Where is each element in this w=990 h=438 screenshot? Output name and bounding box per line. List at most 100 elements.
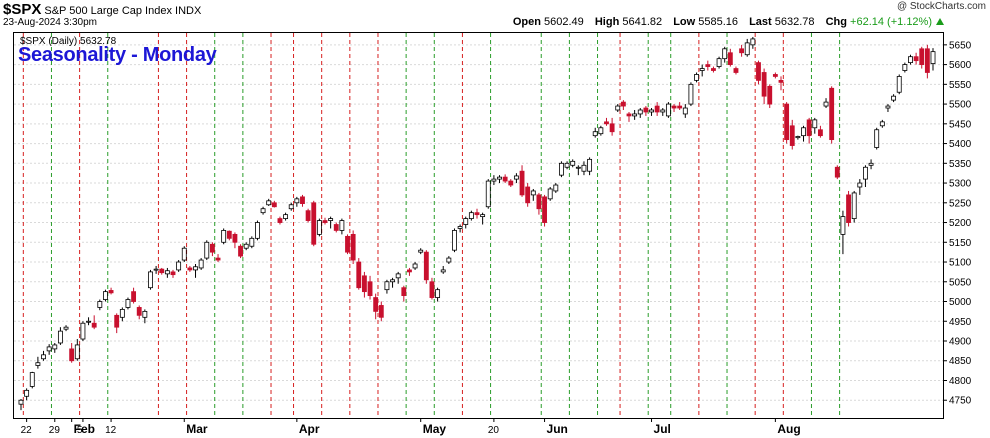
- y-tick-label: 5600: [949, 60, 972, 71]
- candle-body: [756, 62, 761, 81]
- candle-body: [547, 188, 553, 200]
- candles: [18, 36, 936, 411]
- x-tick-label: Apr: [299, 422, 320, 436]
- candle-body: [919, 48, 925, 65]
- candle-body: [294, 198, 300, 204]
- y-tick-label: 5100: [949, 258, 972, 269]
- candle-body: [423, 251, 429, 281]
- candle-body: [812, 119, 818, 129]
- monday-lines: [22, 33, 841, 418]
- y-tick-label: 5400: [949, 139, 972, 150]
- candle-body: [384, 281, 390, 291]
- candle-body: [187, 267, 193, 271]
- candle-body: [41, 354, 46, 360]
- candle-body: [119, 309, 125, 318]
- candle-body: [457, 226, 463, 229]
- x-tick-label: Mar: [186, 422, 208, 436]
- y-tick-label: 5450: [949, 119, 972, 130]
- candle-body: [91, 322, 97, 328]
- candle-body: [536, 194, 542, 210]
- candle-body: [632, 113, 638, 117]
- plot-frame: [13, 32, 944, 419]
- x-tick-label: 29: [49, 425, 61, 436]
- candle-body: [452, 230, 457, 251]
- candle-body: [468, 212, 474, 219]
- candle-body: [519, 170, 525, 196]
- candle-body: [829, 87, 835, 141]
- y-tick-label: 5150: [949, 238, 972, 249]
- candle-body: [575, 166, 581, 169]
- candle-body: [581, 164, 587, 172]
- y-tick-label: 5300: [949, 179, 972, 190]
- candle-body: [491, 178, 497, 182]
- x-tick-label: 5: [77, 425, 83, 436]
- y-tick-label: 5200: [949, 218, 972, 229]
- x-tick-label: Jun: [547, 422, 568, 436]
- candle-body: [316, 220, 322, 235]
- chart-legend: $SPX (Daily) 5632.78: [20, 36, 117, 47]
- candle-body: [80, 322, 86, 340]
- candle-body: [542, 196, 547, 223]
- y-tick-label: 5500: [949, 100, 972, 111]
- candle-body: [159, 268, 165, 274]
- candle-body: [232, 233, 238, 243]
- candle-body: [446, 257, 452, 263]
- candle-body: [840, 216, 846, 235]
- candle-body: [885, 105, 891, 109]
- candle-body: [665, 103, 671, 117]
- candle-body: [164, 270, 170, 275]
- candle-body: [795, 136, 801, 139]
- candle-body: [930, 51, 936, 65]
- candle-body: [221, 230, 227, 243]
- candle-body: [654, 105, 660, 113]
- candle-body: [711, 68, 716, 71]
- candle-body: [485, 180, 491, 208]
- candle-body: [474, 212, 480, 216]
- candle-body: [407, 269, 412, 273]
- candle-body: [868, 162, 874, 166]
- candle-body: [694, 74, 699, 81]
- x-tick-label: 22: [21, 425, 33, 436]
- candle-body: [52, 344, 58, 350]
- candle-body: [604, 121, 609, 125]
- candle-body: [817, 129, 823, 137]
- candle-body: [255, 222, 260, 239]
- exchange-label: INDX: [175, 5, 202, 17]
- y-tick-label: 4800: [949, 376, 972, 387]
- y-tick-label: 4900: [949, 337, 972, 348]
- candle-body: [891, 95, 897, 101]
- candle-body: [350, 233, 356, 261]
- candle-body: [767, 85, 773, 105]
- candle-body: [480, 214, 486, 218]
- candle-body: [300, 196, 305, 204]
- candle-body: [823, 101, 829, 107]
- low-value: 5585.16: [698, 16, 739, 28]
- high-label: High: [594, 16, 620, 28]
- candle-body: [243, 243, 249, 249]
- candle-body: [744, 42, 750, 56]
- y-tick-label: 4850: [949, 356, 972, 367]
- candle-body: [57, 330, 63, 344]
- candle-body: [215, 257, 221, 261]
- candle-body: [260, 208, 266, 214]
- brand-watermark: @ StockCharts.com: [896, 1, 986, 12]
- candle-body: [789, 125, 795, 146]
- y-tick-label: 4950: [949, 317, 972, 328]
- candle-body: [367, 281, 373, 296]
- candle-body: [395, 273, 401, 279]
- y-axis: 4750 4800 4850 4900 4950 5000 5050 5100 5150 5200…: [943, 40, 972, 407]
- candle-body: [924, 48, 930, 73]
- x-tick-label: Feb: [74, 422, 95, 436]
- candle-body: [356, 261, 362, 289]
- candle-body: [412, 263, 418, 269]
- candle-body: [288, 204, 294, 210]
- candle-body: [266, 200, 272, 206]
- candle-body: [277, 218, 283, 223]
- candle-body: [63, 326, 69, 330]
- candle-body: [908, 56, 913, 64]
- candle-body: [626, 113, 632, 117]
- candle-body: [339, 220, 345, 231]
- candle-body: [29, 372, 35, 387]
- candle-body: [440, 269, 446, 273]
